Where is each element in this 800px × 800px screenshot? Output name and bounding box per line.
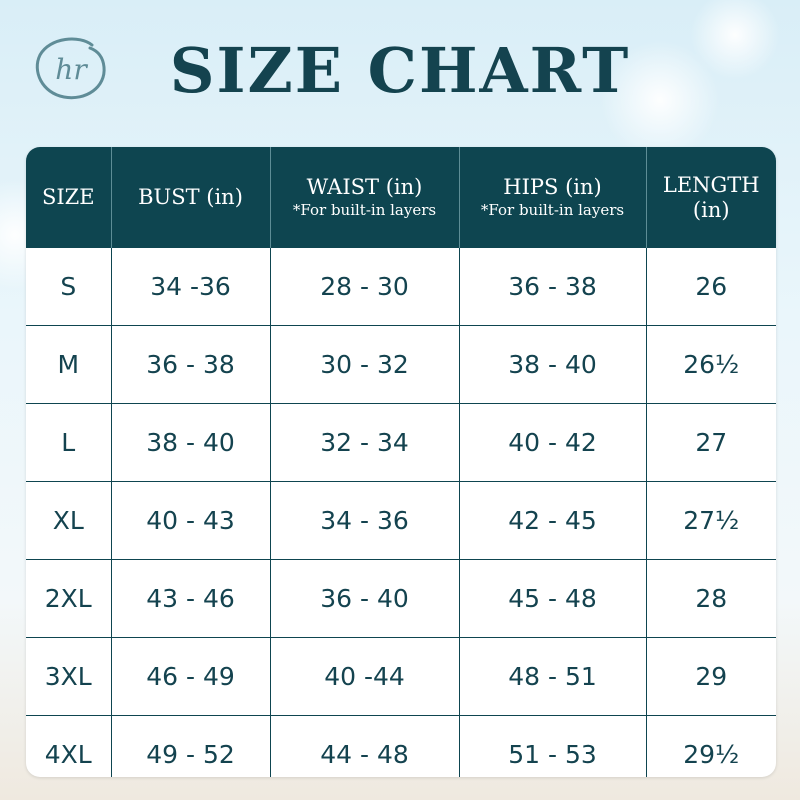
header-note: *For built-in layers <box>480 201 625 219</box>
header-length: LENGTH (in) <box>646 147 776 248</box>
cell-bust: 38 - 40 <box>111 403 271 482</box>
table-row: 4XL 49 - 52 44 - 48 51 - 53 29½ <box>26 715 776 777</box>
cell-size: M <box>26 325 112 404</box>
cell-size: XL <box>26 481 112 560</box>
cell-length: 26 <box>646 248 776 326</box>
cell-bust: 46 - 49 <box>111 637 271 716</box>
header-row: SIZE BUST (in) WAIST (in) *For built-in l… <box>26 147 776 248</box>
cell-hips: 51 - 53 <box>459 715 647 777</box>
cell-waist: 30 - 32 <box>270 325 460 404</box>
cell-size: 3XL <box>26 637 112 716</box>
cell-length: 26½ <box>646 325 776 404</box>
table-row: 2XL 43 - 46 36 - 40 45 - 48 28 <box>26 559 776 638</box>
table-row: S 34 -36 28 - 30 36 - 38 26 <box>26 248 776 326</box>
cell-bust: 43 - 46 <box>111 559 271 638</box>
logo-monogram: hr <box>55 53 88 86</box>
brand-logo: hr <box>30 35 112 103</box>
cell-waist: 28 - 30 <box>270 248 460 326</box>
cell-size: S <box>26 248 112 326</box>
table-row: 3XL 46 - 49 40 -44 48 - 51 29 <box>26 637 776 716</box>
header-waist: WAIST (in) *For built-in layers <box>270 147 460 248</box>
table-row: L 38 - 40 32 - 34 40 - 42 27 <box>26 403 776 482</box>
cell-length: 27 <box>646 403 776 482</box>
sparkle-decoration <box>690 0 780 80</box>
cell-bust: 49 - 52 <box>111 715 271 777</box>
header-note: *For built-in layers <box>292 201 437 219</box>
cell-hips: 48 - 51 <box>459 637 647 716</box>
cell-bust: 36 - 38 <box>111 325 271 404</box>
cell-length: 29½ <box>683 740 740 769</box>
header-bust: BUST (in) <box>111 147 271 248</box>
header-size: SIZE <box>26 147 112 248</box>
cell-hips: 40 - 42 <box>459 403 647 482</box>
cell-waist: 36 - 40 <box>270 559 460 638</box>
cell-hips: 45 - 48 <box>459 559 647 638</box>
cell-length: 27½ <box>646 481 776 560</box>
header-hips: HIPS (in) *For built-in layers <box>459 147 647 248</box>
cell-size: L <box>26 403 112 482</box>
size-chart-table: SIZE BUST (in) WAIST (in) *For built-in l… <box>26 147 776 777</box>
page-title: SIZE CHART <box>169 34 631 107</box>
cell-waist: 44 - 48 <box>270 715 460 777</box>
cell-hips: 36 - 38 <box>459 248 647 326</box>
cell-hips: 42 - 45 <box>459 481 647 560</box>
table-row: XL 40 - 43 34 - 36 42 - 45 27½ <box>26 481 776 560</box>
cell-hips: 38 - 40 <box>459 325 647 404</box>
cell-length: 29 <box>646 637 776 716</box>
cell-waist: 34 - 36 <box>270 481 460 560</box>
cell-size: 2XL <box>26 559 112 638</box>
table-row: M 36 - 38 30 - 32 38 - 40 26½ <box>26 325 776 404</box>
cell-waist: 32 - 34 <box>270 403 460 482</box>
cell-length: 28 <box>646 559 776 638</box>
cell-bust: 34 -36 <box>111 248 271 326</box>
cell-waist: 40 -44 <box>270 637 460 716</box>
cell-bust: 40 - 43 <box>111 481 271 560</box>
cell-size: 4XL <box>26 715 112 777</box>
